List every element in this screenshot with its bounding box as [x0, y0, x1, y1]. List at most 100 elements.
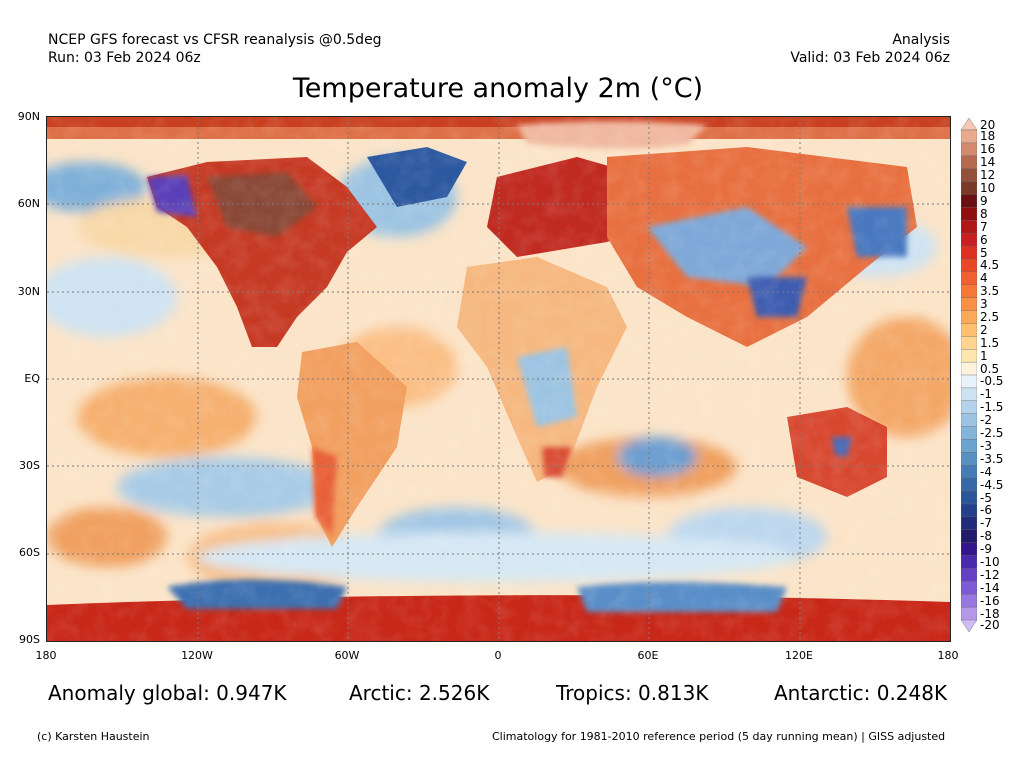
- colorbar-label: 0.5: [980, 361, 1000, 376]
- colorbar-label: 12: [980, 168, 996, 183]
- colorbar-swatch: [961, 168, 977, 183]
- lat-label-30s: 30S: [19, 459, 40, 472]
- colorbar-label: 8: [980, 206, 988, 221]
- colorbar-swatch: [961, 555, 977, 570]
- lon-label-0: 0: [494, 649, 502, 662]
- colorbar-label: 9: [980, 193, 988, 208]
- graticule: [47, 117, 950, 641]
- colorbar-label: -4.5: [980, 477, 1004, 492]
- anomaly-map: [46, 116, 951, 642]
- colorbar-label: -14: [980, 580, 1000, 595]
- lon-label-180w: 180: [35, 649, 57, 662]
- colorbar-label: -20: [980, 618, 1000, 632]
- colorbar-label: 6: [980, 232, 988, 247]
- colorbar-label: -8: [980, 529, 992, 544]
- analysis-label: Analysis: [892, 32, 950, 48]
- colorbar-swatch: [961, 465, 977, 479]
- colorbar-label: 3: [980, 297, 988, 312]
- lat-label-60s: 60S: [19, 546, 40, 559]
- colorbar-label: -3: [980, 438, 992, 453]
- colorbar-label: 1.5: [980, 335, 1000, 350]
- colorbar-label: -9: [980, 542, 992, 557]
- colorbar-label: 4: [980, 271, 988, 286]
- colorbar-swatch: [961, 271, 977, 286]
- colorbar-label: -18: [980, 606, 1000, 621]
- colorbar-swatch: [961, 284, 977, 299]
- anomaly-map-svg: [47, 117, 950, 641]
- colorbar-swatch: [961, 297, 977, 312]
- colorbar-swatch: [961, 181, 977, 196]
- colorbar-swatch: [961, 594, 977, 608]
- lon-label-120w: 120W: [181, 649, 213, 662]
- stat-arctic: Arctic: 2.526K: [349, 681, 490, 705]
- colorbar-swatch: [961, 490, 977, 505]
- header-right: Analysis Valid: 03 Feb 2024 06z: [790, 31, 950, 67]
- colorbar-swatch: [961, 452, 977, 466]
- colorbar-swatch: [961, 220, 977, 234]
- valid-time: Valid: 03 Feb 2024 06z: [790, 50, 950, 66]
- colorbar-swatch: [961, 207, 977, 221]
- colorbar-label: -2: [980, 413, 992, 428]
- stat-global: Anomaly global: 0.947K: [48, 681, 287, 705]
- lon-label-120e: 120E: [785, 649, 813, 662]
- colorbar-label: 3.5: [980, 284, 1000, 299]
- colorbar-swatch: [961, 542, 977, 557]
- lat-label-eq: EQ: [24, 372, 40, 385]
- colorbar-swatch: [961, 387, 977, 402]
- colorbar-swatch: [961, 336, 977, 350]
- stat-tropics: Tropics: 0.813K: [556, 681, 709, 705]
- colorbar-swatch: [961, 323, 977, 337]
- lat-label-30n: 30N: [17, 285, 40, 298]
- colorbar-swatch: [961, 581, 977, 595]
- colorbar-label: 5: [980, 245, 988, 260]
- colorbar-label: -12: [980, 567, 1000, 582]
- model-description: NCEP GFS forecast vs CFSR reanalysis @0.…: [48, 32, 382, 48]
- colorbar-label: 2: [980, 322, 988, 337]
- colorbar-swatch: [961, 258, 977, 273]
- colorbar-label: -1: [980, 387, 992, 402]
- colorbar-swatch: [961, 568, 977, 582]
- colorbar-swatch: [961, 142, 977, 157]
- colorbar-swatch: [961, 374, 977, 389]
- colorbar-swatch: [961, 155, 977, 170]
- colorbar-label: -6: [980, 503, 992, 518]
- colorbar-label: 7: [980, 219, 988, 234]
- colorbar-label: -1.5: [980, 400, 1004, 415]
- lon-label-60w: 60W: [334, 649, 360, 662]
- lon-label-60e: 60E: [637, 649, 659, 662]
- colorbar-swatch: [961, 413, 977, 428]
- lat-label-60n: 60N: [17, 197, 40, 210]
- climatology-note: Climatology for 1981-2010 reference peri…: [492, 730, 946, 743]
- header-left: NCEP GFS forecast vs CFSR reanalysis @0.…: [48, 31, 382, 67]
- colorbar-swatch: [961, 194, 977, 208]
- colorbar: [961, 118, 977, 632]
- colorbar-swatch: [961, 361, 977, 376]
- colorbar-swatch: [961, 310, 977, 325]
- colorbar-label: 14: [980, 155, 996, 170]
- colorbar-swatch: [961, 349, 977, 363]
- colorbar-label: 16: [980, 142, 996, 157]
- lat-label-90n: 90N: [17, 110, 40, 123]
- colorbar-label: -7: [980, 516, 992, 531]
- colorbar-label: 4.5: [980, 258, 1000, 273]
- colorbar-label: -5: [980, 490, 992, 505]
- colorbar-swatch: [961, 118, 977, 131]
- stat-antarctic: Antarctic: 0.248K: [774, 681, 948, 705]
- credit: (c) Karsten Haustein: [37, 730, 150, 743]
- colorbar-label: -4: [980, 464, 992, 479]
- colorbar-label: 20: [980, 118, 996, 132]
- colorbar-label: -3.5: [980, 451, 1004, 466]
- colorbar-label: -0.5: [980, 374, 1004, 389]
- colorbar-label: -10: [980, 554, 1000, 569]
- colorbar-swatch: [961, 245, 977, 260]
- colorbar-label: 18: [980, 129, 996, 144]
- colorbar-swatch: [961, 477, 977, 492]
- colorbar-label: 2.5: [980, 309, 1000, 324]
- colorbar-swatch: [961, 516, 977, 531]
- colorbar-label: -2.5: [980, 426, 1004, 441]
- colorbar-swatch: [961, 619, 977, 632]
- colorbar-swatch: [961, 529, 977, 544]
- colorbar-swatch: [961, 232, 977, 247]
- map-title: Temperature anomaly 2m (°C): [292, 73, 704, 104]
- colorbar-swatch: [961, 400, 977, 415]
